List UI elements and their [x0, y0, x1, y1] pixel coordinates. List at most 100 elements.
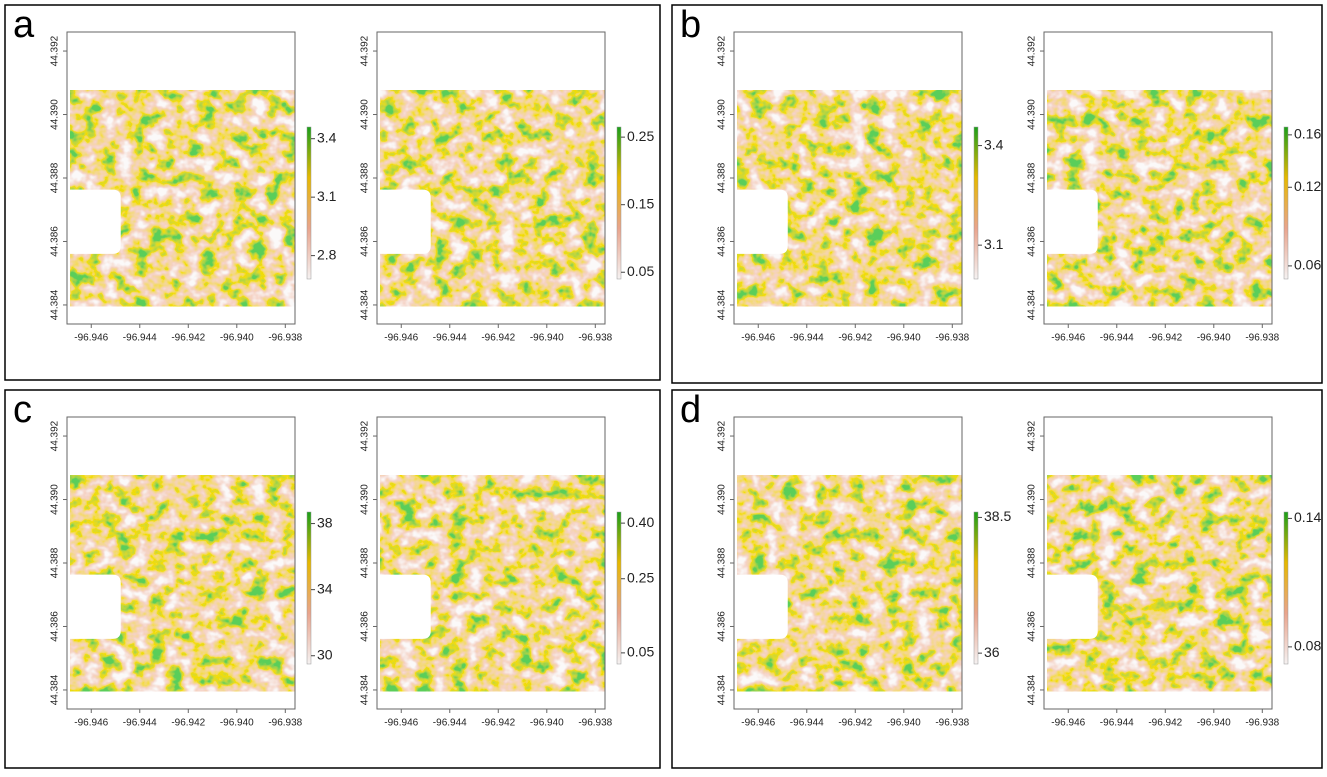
- colorbar-tick-label: 3.4: [317, 129, 337, 145]
- colorbar: [1283, 126, 1289, 280]
- y-tick-label: 44.388: [1027, 547, 1038, 578]
- y-tick-label: 44.390: [1027, 99, 1038, 130]
- colorbar-tick-label: 0.08: [1294, 638, 1321, 654]
- y-tick-label: 44.392: [1027, 420, 1038, 451]
- x-tick-label: -96.946: [1051, 333, 1085, 344]
- colorbar-tick-label: 0.06: [1294, 257, 1321, 273]
- colorbar-tick-label: 0.25: [627, 128, 654, 144]
- y-tick-label: 44.390: [717, 99, 728, 130]
- x-tick-label: -96.938: [268, 718, 302, 729]
- x-tick-label: -96.942: [838, 333, 872, 344]
- x-tick-label: -96.940: [1197, 718, 1231, 729]
- x-tick-label: -96.938: [268, 333, 302, 344]
- raster-gap: [736, 189, 788, 254]
- y-tick-label: 44.384: [1027, 674, 1038, 705]
- y-tick-label: 44.386: [1027, 226, 1038, 257]
- y-tick-label: 44.392: [50, 420, 61, 451]
- x-tick-label: -96.940: [1197, 333, 1231, 344]
- x-tick-label: -96.938: [935, 718, 969, 729]
- colorbar-tick-label: 0.25: [627, 569, 654, 585]
- y-tick-label: 44.384: [360, 674, 371, 705]
- x-tick-label: -96.946: [741, 333, 775, 344]
- colorbar-tick-label: 38: [317, 514, 333, 530]
- x-tick-label: -96.944: [1100, 333, 1134, 344]
- x-tick-label: -96.942: [1148, 718, 1182, 729]
- y-tick-label: 44.390: [360, 99, 371, 130]
- colorbar-tick-label: 0.05: [627, 644, 654, 660]
- colorbar-tick-label: 30: [317, 646, 333, 662]
- x-tick-label: -96.946: [741, 718, 775, 729]
- raster-gap: [379, 574, 431, 639]
- colorbar-tick-label: 3.4: [984, 136, 1004, 152]
- x-tick-label: -96.940: [887, 333, 921, 344]
- x-tick-label: -96.946: [384, 718, 418, 729]
- x-tick-label: -96.940: [220, 718, 254, 729]
- y-tick-label: 44.392: [50, 35, 61, 66]
- colorbar: [306, 511, 312, 665]
- panel-frame: [4, 4, 661, 381]
- panel-frame: [4, 389, 661, 769]
- colorbar-tick-label: 0.05: [627, 263, 654, 279]
- y-tick-label: 44.392: [360, 35, 371, 66]
- y-tick-label: 44.384: [717, 289, 728, 320]
- panel-label: d: [680, 389, 701, 431]
- colorbar-tick-label: 0.14: [1294, 509, 1321, 525]
- y-tick-label: 44.388: [717, 162, 728, 193]
- y-tick-label: 44.386: [50, 611, 61, 642]
- x-tick-label: -96.938: [578, 333, 612, 344]
- y-tick-label: 44.390: [717, 484, 728, 515]
- y-tick-label: 44.384: [1027, 289, 1038, 320]
- x-tick-label: -96.938: [1245, 333, 1279, 344]
- x-tick-label: -96.944: [123, 333, 157, 344]
- y-tick-label: 44.384: [717, 674, 728, 705]
- colorbar: [1283, 511, 1289, 665]
- y-tick-label: 44.388: [50, 547, 61, 578]
- x-tick-label: -96.944: [1100, 718, 1134, 729]
- y-tick-label: 44.384: [50, 289, 61, 320]
- colorbar-tick-label: 36: [984, 644, 1000, 660]
- x-tick-label: -96.942: [171, 333, 205, 344]
- x-tick-label: -96.942: [1148, 333, 1182, 344]
- x-tick-label: -96.944: [790, 333, 824, 344]
- y-tick-label: 44.388: [1027, 162, 1038, 193]
- x-tick-label: -96.938: [935, 333, 969, 344]
- raster-gap: [379, 189, 431, 254]
- y-tick-label: 44.392: [1027, 35, 1038, 66]
- y-tick-label: 44.384: [360, 289, 371, 320]
- y-tick-label: 44.386: [717, 226, 728, 257]
- x-tick-label: -96.946: [74, 718, 108, 729]
- colorbar-tick-label: 0.16: [1294, 126, 1321, 142]
- x-tick-label: -96.942: [838, 718, 872, 729]
- x-tick-label: -96.944: [433, 333, 467, 344]
- y-tick-label: 44.384: [50, 674, 61, 705]
- raster-gap: [736, 574, 788, 639]
- colorbar: [973, 126, 979, 280]
- y-tick-label: 44.392: [717, 420, 728, 451]
- x-tick-label: -96.940: [220, 333, 254, 344]
- y-tick-label: 44.388: [360, 162, 371, 193]
- x-tick-label: -96.938: [1245, 718, 1279, 729]
- raster-gap: [1046, 189, 1098, 254]
- x-tick-label: -96.940: [887, 718, 921, 729]
- raster-gap: [1046, 574, 1098, 639]
- colorbar-tick-label: 0.15: [627, 195, 654, 211]
- x-tick-label: -96.946: [384, 333, 418, 344]
- panel-frame: [671, 4, 1323, 384]
- x-tick-label: -96.944: [790, 718, 824, 729]
- y-tick-label: 44.388: [360, 547, 371, 578]
- panel-label: a: [13, 4, 35, 46]
- raster-gap: [69, 189, 121, 254]
- x-tick-label: -96.938: [578, 718, 612, 729]
- x-tick-label: -96.940: [530, 333, 564, 344]
- panel-label: c: [13, 389, 32, 431]
- colorbar-tick-label: 0.12: [1294, 178, 1321, 194]
- colorbar-tick-label: 3.1: [984, 236, 1004, 252]
- x-tick-label: -96.944: [123, 718, 157, 729]
- y-tick-label: 44.392: [717, 35, 728, 66]
- y-tick-label: 44.388: [50, 162, 61, 193]
- y-tick-label: 44.390: [1027, 484, 1038, 515]
- x-tick-label: -96.940: [530, 718, 564, 729]
- x-tick-label: -96.942: [481, 333, 515, 344]
- colorbar: [306, 126, 312, 280]
